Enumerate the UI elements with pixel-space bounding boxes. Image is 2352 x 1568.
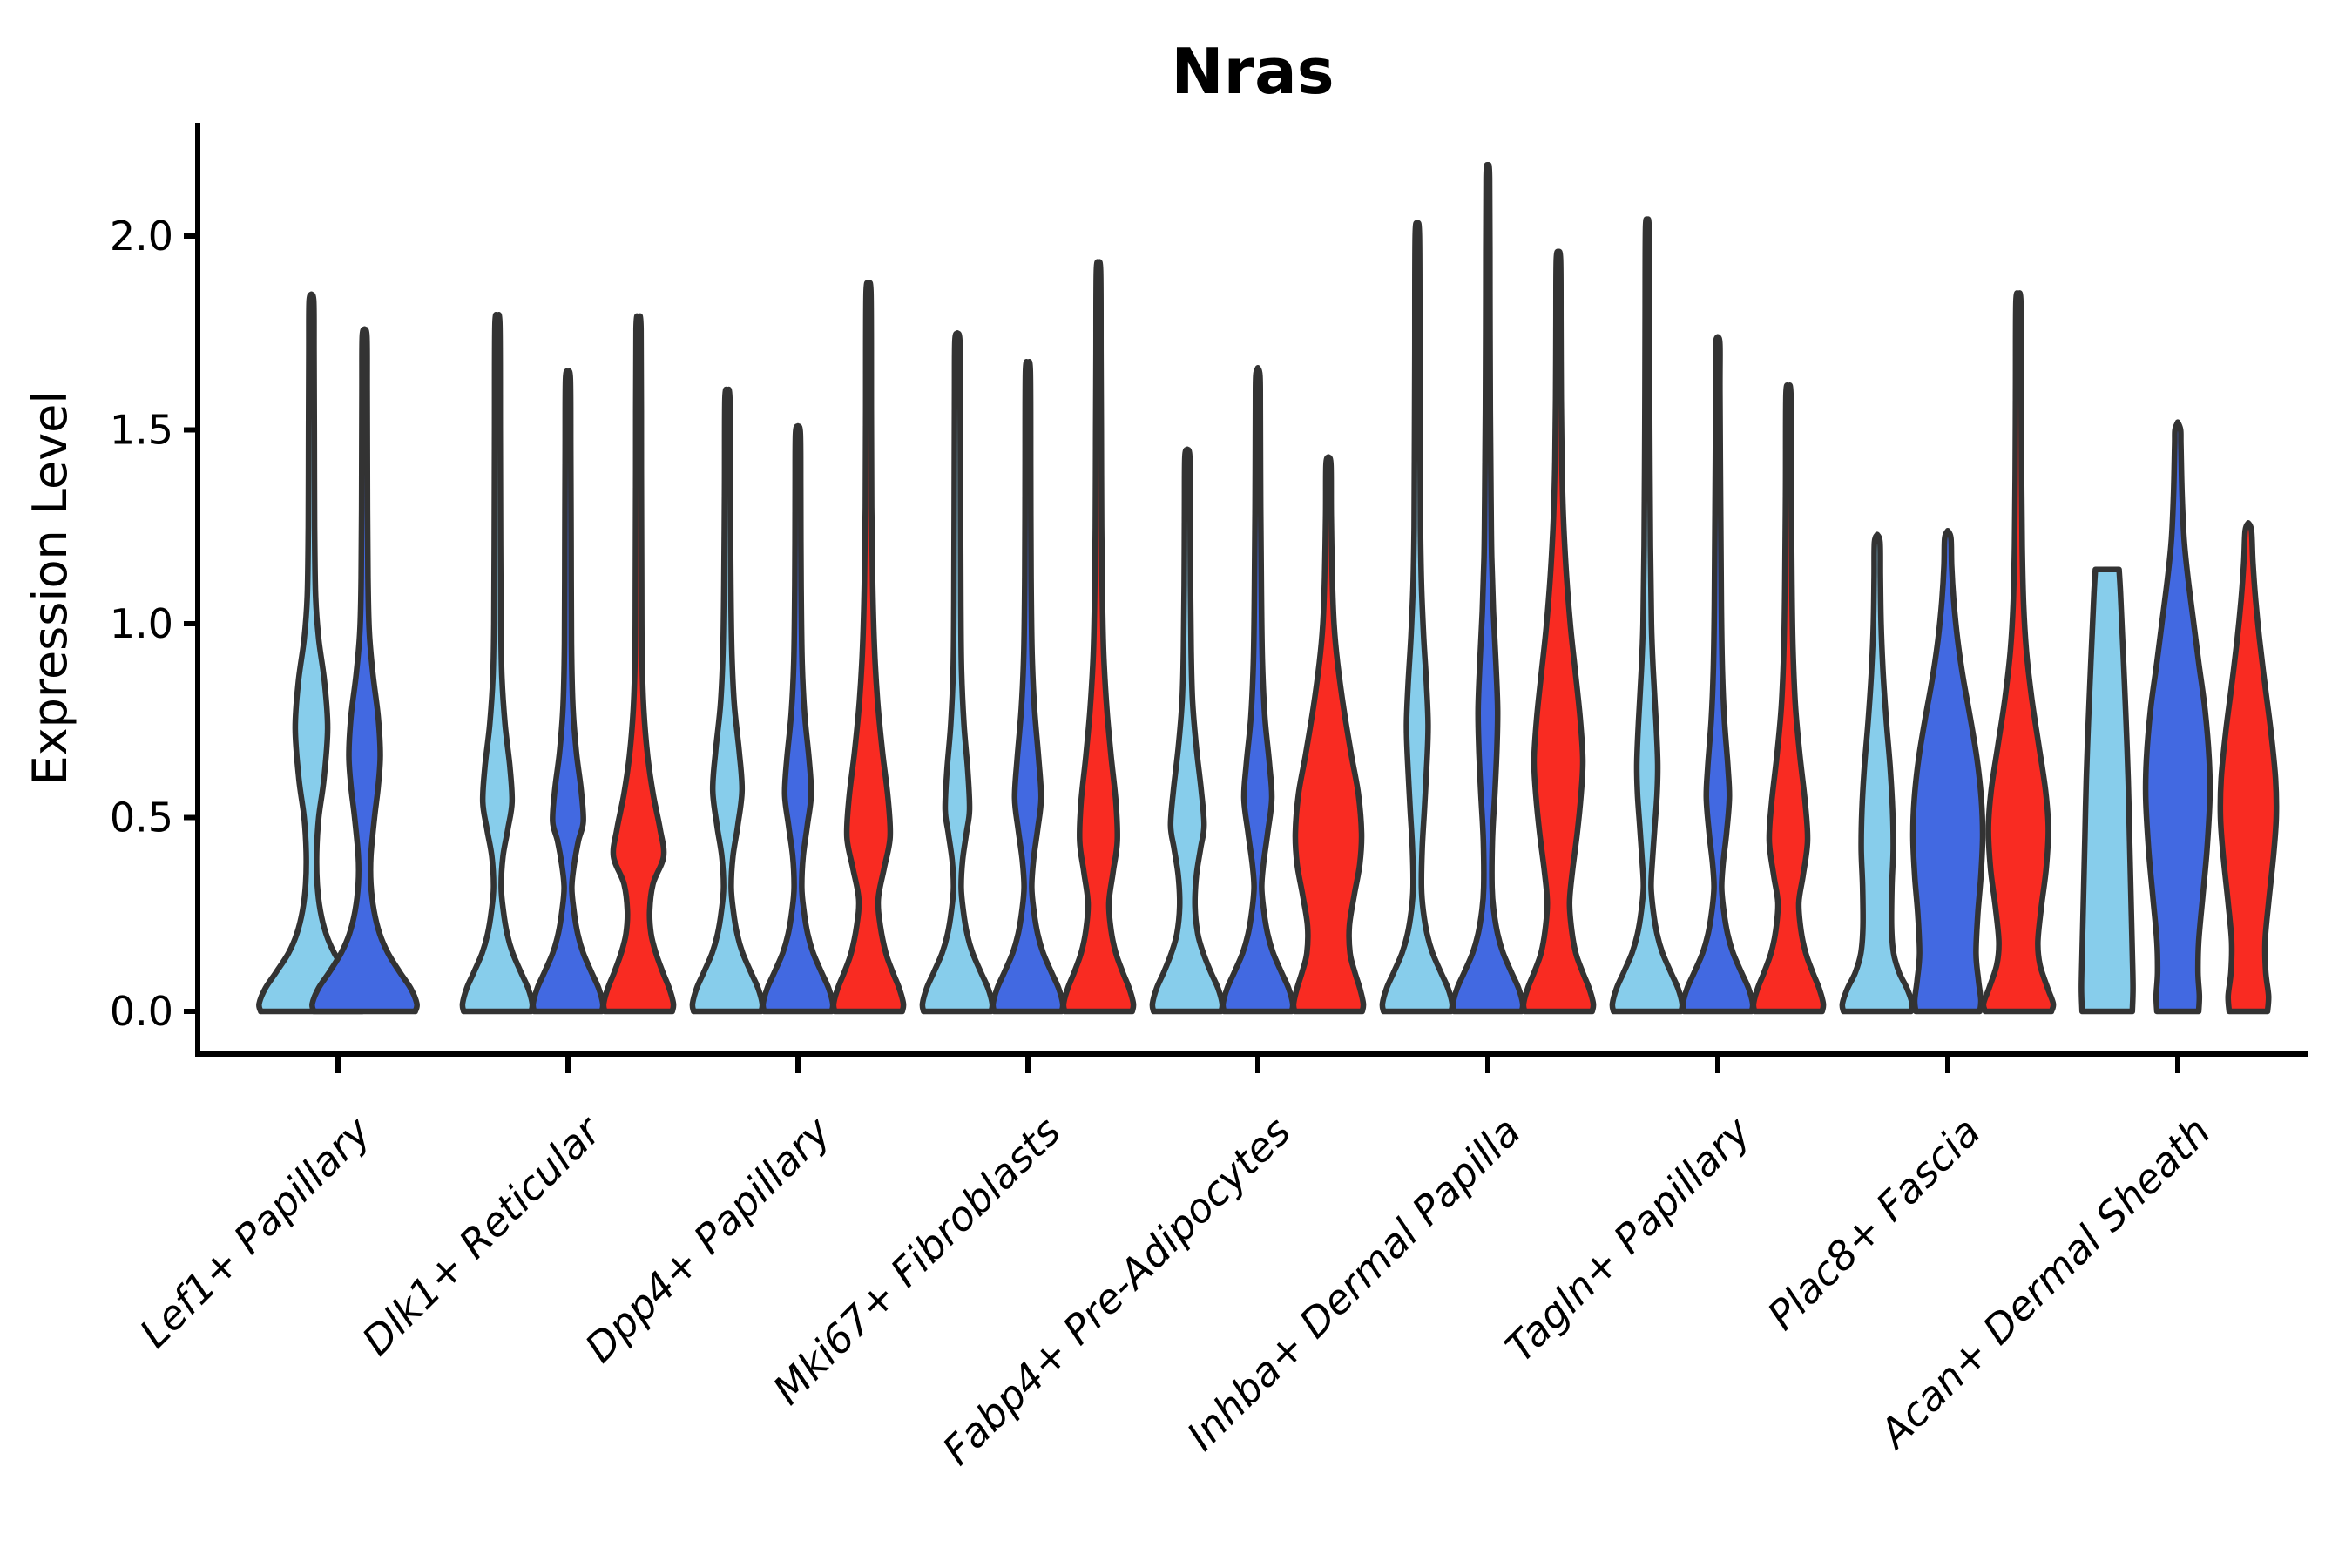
violin-dlk1-reticular-red bbox=[600, 313, 677, 1015]
violin-mki67-fibroblasts-light-blue bbox=[919, 330, 996, 1015]
violin-plac8-fascia-red bbox=[1980, 290, 2057, 1015]
y-tick-label: 2.0 bbox=[110, 213, 173, 260]
y-tick-label: 1.0 bbox=[110, 600, 173, 647]
violin-inhba-dermal-papilla-light-blue bbox=[1379, 220, 1456, 1015]
x-tick-label: Tagln+ Papillary bbox=[1496, 1107, 1760, 1371]
x-tick-label: Dpp4+ Papillary bbox=[576, 1107, 840, 1371]
violin-fabp4-pre-adipocytes-dark-blue bbox=[1220, 365, 1296, 1015]
violin-lef1-papillary-light-blue bbox=[256, 291, 367, 1015]
violin-acan-dermal-sheath-dark-blue bbox=[2142, 419, 2213, 1015]
x-tick-label: Dlk1+ Reticular bbox=[353, 1105, 612, 1364]
violin-plac8-fascia-light-blue bbox=[1839, 531, 1916, 1015]
x-tick-label: Plac8+ Fascia bbox=[1758, 1108, 1989, 1339]
y-tick-label: 1.5 bbox=[110, 407, 173, 454]
violin-tagln-papillary-red bbox=[1750, 382, 1827, 1015]
violin-dpp4-papillary-light-blue bbox=[689, 386, 766, 1015]
violin-acan-dermal-sheath-red bbox=[2217, 520, 2280, 1015]
violin-mki67-fibroblasts-dark-blue bbox=[990, 359, 1066, 1015]
violin-acan-dermal-sheath-light-blue bbox=[2078, 566, 2136, 1015]
chart-title: Nras bbox=[1171, 35, 1335, 108]
violin-tagln-papillary-light-blue bbox=[1609, 216, 1686, 1015]
violin-dpp4-papillary-red bbox=[830, 280, 907, 1015]
violin-lef1-papillary-dark-blue bbox=[309, 326, 420, 1015]
y-tick-label: 0.0 bbox=[110, 988, 173, 1035]
violin-fabp4-pre-adipocytes-light-blue bbox=[1149, 446, 1226, 1015]
violin-dlk1-reticular-dark-blue bbox=[530, 368, 606, 1015]
x-tick-label: Lef1+ Papillary bbox=[131, 1107, 380, 1356]
violin-fabp4-pre-adipocytes-red bbox=[1290, 454, 1367, 1015]
violin-mki67-fibroblasts-red bbox=[1060, 259, 1137, 1015]
violin-dpp4-papillary-dark-blue bbox=[760, 422, 836, 1015]
violin-inhba-dermal-papilla-red bbox=[1520, 248, 1597, 1015]
violin-tagln-papillary-dark-blue bbox=[1680, 334, 1756, 1015]
violin-plac8-fascia-dark-blue bbox=[1909, 527, 1986, 1015]
y-tick-label: 0.5 bbox=[110, 794, 173, 841]
violin-inhba-dermal-papilla-dark-blue bbox=[1450, 161, 1526, 1015]
violin-dlk1-reticular-light-blue bbox=[459, 312, 536, 1015]
